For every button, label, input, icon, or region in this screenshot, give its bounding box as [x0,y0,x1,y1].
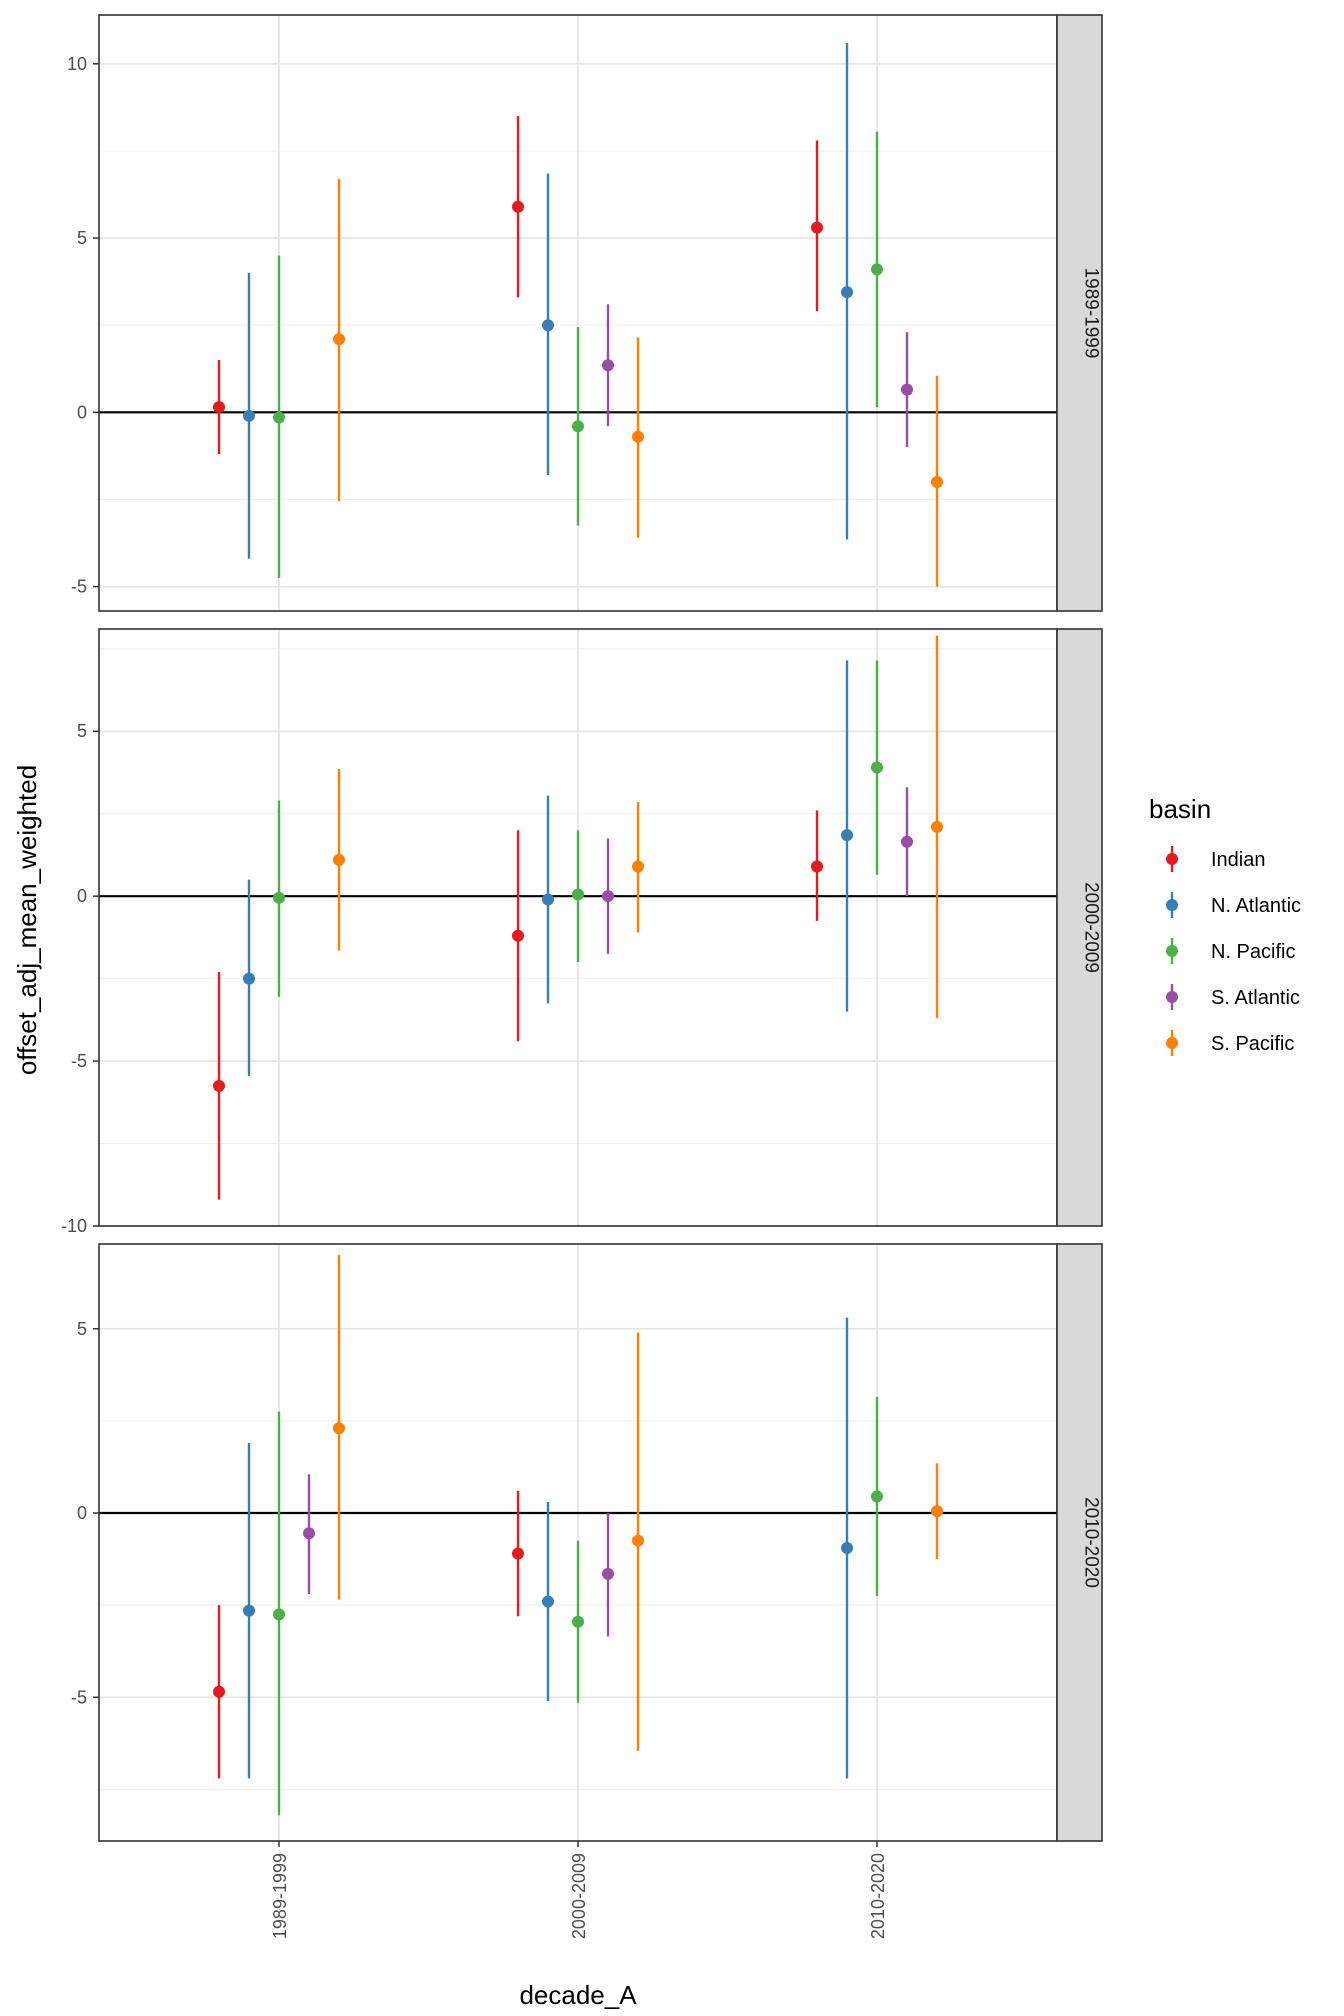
y-tick-label: 5 [77,1319,87,1339]
x-axis-title: decade_A [519,1980,637,2010]
point-n-pacific [273,1608,285,1621]
point-s-pacific [931,1505,943,1518]
y-tick-label: 10 [67,54,87,74]
legend-item: S. Pacific [1166,1030,1294,1056]
legend-item: Indian [1166,846,1266,872]
point-s-atlantic [303,1527,315,1540]
point-n-pacific [871,761,883,774]
facet-panel-2010-2020: -5 0 5 2010-2020 [71,1243,1103,1842]
point-n-pacific [871,263,883,276]
point-n-pacific [572,420,584,433]
legend-label: Indian [1211,849,1266,871]
point-n-atlantic [243,1604,255,1617]
legend-item: N. Atlantic [1166,892,1301,918]
legend-key-point [1166,991,1178,1003]
point-n-atlantic [243,409,255,422]
point-s-pacific [333,1422,345,1435]
point-s-atlantic [901,383,913,396]
y-tick-label: 5 [77,721,87,741]
legend-title: basin [1149,794,1211,824]
facet-panel-1989-1999: -5 0 5 10 1989-1999 [67,14,1103,612]
point-s-pacific [632,860,644,873]
facet-strip-label: 2010-2020 [1081,1497,1102,1588]
legend-label: N. Pacific [1211,941,1295,963]
point-s-pacific [931,476,943,489]
point-s-atlantic [602,890,614,903]
facet-strip [1056,628,1103,1227]
point-indian [811,221,823,234]
point-n-pacific [572,1615,584,1628]
x-tick-label: 2010-2020 [868,1853,888,1939]
y-tick-label: 0 [77,1503,87,1523]
point-s-pacific [931,820,943,833]
point-s-pacific [333,333,345,346]
legend-key-point [1166,899,1178,911]
legend-keys: Indian N. Atlantic N. Pacific S. Atlantic S.… [1166,846,1301,1056]
y-tick-label: -5 [71,577,87,597]
y-axis-title: offset_adj_mean_weighted [12,765,42,1075]
y-tick-label: 5 [77,228,87,248]
legend: basin Indian N. Atlantic N. Pacific S. Atla… [1149,794,1301,1056]
point-indian [512,1547,524,1560]
point-s-pacific [333,853,345,866]
facet-strip-label: 2000-2009 [1081,882,1102,973]
point-n-atlantic [542,319,554,332]
point-indian [512,200,524,213]
y-tick-label: 0 [77,886,87,906]
x-tick-label: 1989-1999 [270,1853,290,1939]
point-n-atlantic [841,1542,853,1555]
point-s-atlantic [602,1567,614,1580]
point-n-atlantic [542,1595,554,1608]
point-n-pacific [273,411,285,424]
point-indian [512,929,524,942]
legend-item: S. Atlantic [1166,984,1300,1010]
legend-label: S. Pacific [1211,1033,1294,1055]
y-tick-label: -5 [71,1051,87,1071]
point-indian [213,1685,225,1698]
y-tick-label: -5 [71,1687,87,1707]
facet-panel-2000-2009: -10 -5 0 5 2000-2009 [61,628,1103,1236]
point-s-pacific [632,430,644,443]
point-n-atlantic [243,972,255,985]
facet-strip [1056,14,1103,612]
point-s-pacific [632,1534,644,1547]
facet-strip-label: 1989-1999 [1081,268,1102,359]
x-tick-label: 2000-2009 [569,1853,589,1939]
facet-panels: -5 0 5 10 1989-1999 -10 -5 0 5 2000-2009 -5 0 5 2010-… [61,14,1103,1842]
legend-label: N. Atlantic [1211,895,1301,917]
facet-strip [1056,1243,1103,1842]
point-n-pacific [572,888,584,901]
legend-key-point [1166,853,1178,865]
y-tick-label: -10 [61,1216,87,1236]
legend-label: S. Atlantic [1211,987,1300,1009]
point-n-pacific [871,1490,883,1503]
point-indian [213,1079,225,1092]
x-axis: 1989-1999 2000-2009 2010-2020 [270,1841,888,1939]
point-s-atlantic [602,359,614,372]
point-n-atlantic [841,829,853,842]
point-s-atlantic [901,835,913,848]
legend-key-point [1166,1037,1178,1049]
point-indian [811,860,823,873]
point-n-pacific [273,891,285,904]
legend-key-point [1166,945,1178,957]
point-n-atlantic [841,286,853,299]
legend-item: N. Pacific [1166,938,1295,964]
y-tick-label: 0 [77,402,87,422]
point-n-atlantic [542,893,554,906]
point-indian [213,401,225,414]
